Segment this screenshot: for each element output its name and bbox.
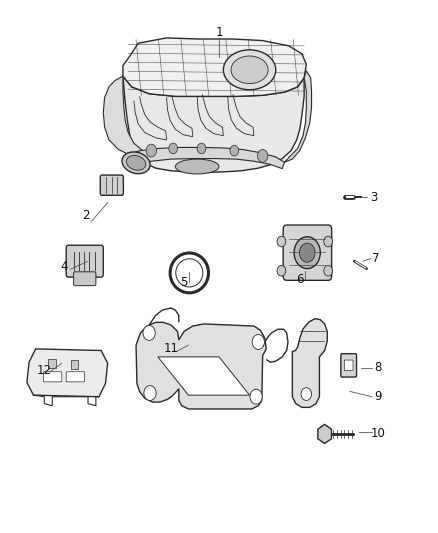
- Circle shape: [252, 335, 265, 350]
- Ellipse shape: [223, 50, 276, 90]
- Circle shape: [277, 236, 286, 247]
- Polygon shape: [123, 76, 304, 172]
- Ellipse shape: [175, 159, 219, 174]
- Circle shape: [230, 146, 239, 156]
- Circle shape: [144, 385, 156, 400]
- Polygon shape: [158, 357, 250, 395]
- Ellipse shape: [126, 156, 146, 170]
- Text: 10: 10: [371, 427, 386, 440]
- Circle shape: [197, 143, 206, 154]
- Bar: [48, 359, 56, 368]
- Circle shape: [301, 387, 311, 400]
- Polygon shape: [127, 148, 285, 168]
- Circle shape: [258, 150, 268, 163]
- Text: 11: 11: [163, 342, 178, 356]
- FancyBboxPatch shape: [74, 272, 96, 286]
- Polygon shape: [292, 319, 327, 407]
- FancyBboxPatch shape: [344, 360, 353, 370]
- FancyBboxPatch shape: [43, 372, 62, 382]
- Polygon shape: [285, 71, 311, 163]
- Text: 1: 1: [215, 26, 223, 39]
- Circle shape: [299, 243, 315, 262]
- Circle shape: [146, 144, 156, 157]
- Polygon shape: [103, 76, 143, 155]
- Text: 12: 12: [37, 364, 52, 377]
- Polygon shape: [27, 349, 108, 397]
- FancyBboxPatch shape: [283, 225, 332, 280]
- Polygon shape: [318, 424, 332, 443]
- FancyBboxPatch shape: [66, 372, 85, 382]
- Polygon shape: [123, 38, 306, 96]
- Text: 7: 7: [372, 252, 380, 265]
- Circle shape: [169, 143, 177, 154]
- Text: 6: 6: [296, 273, 304, 286]
- Circle shape: [294, 237, 320, 269]
- Circle shape: [277, 265, 286, 276]
- Text: 8: 8: [374, 361, 382, 374]
- Polygon shape: [136, 322, 266, 409]
- Text: 2: 2: [82, 209, 90, 222]
- Ellipse shape: [231, 56, 268, 84]
- Text: 9: 9: [374, 390, 382, 403]
- FancyBboxPatch shape: [341, 354, 357, 377]
- FancyBboxPatch shape: [100, 175, 124, 195]
- Bar: [71, 360, 78, 368]
- Text: 5: 5: [180, 276, 188, 289]
- Circle shape: [324, 265, 332, 276]
- Circle shape: [250, 389, 262, 404]
- Circle shape: [324, 236, 332, 247]
- Text: 4: 4: [60, 260, 68, 273]
- Text: 3: 3: [370, 191, 378, 204]
- Ellipse shape: [122, 152, 150, 174]
- Circle shape: [143, 326, 155, 341]
- FancyBboxPatch shape: [66, 245, 103, 277]
